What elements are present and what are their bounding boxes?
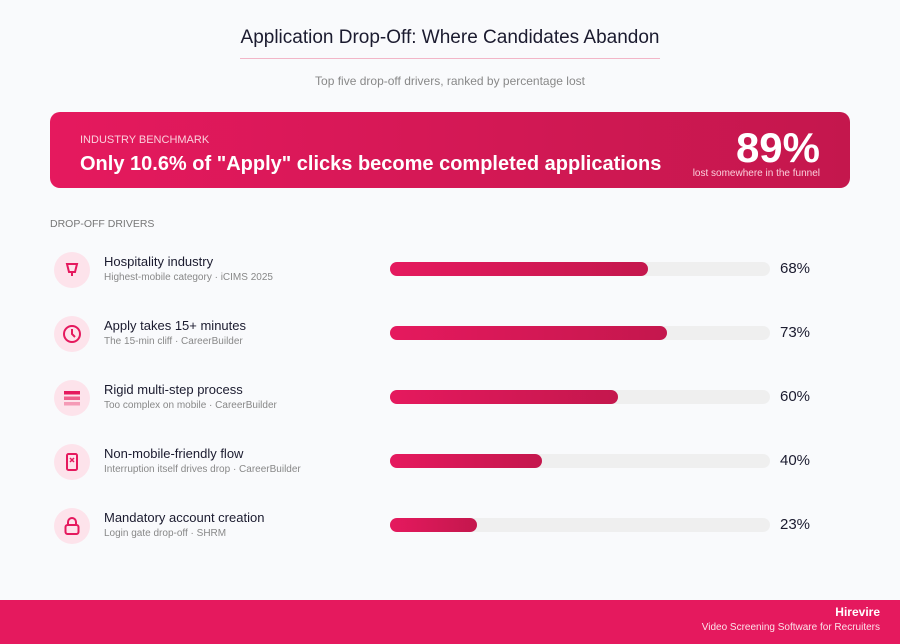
- section-label: DROP-OFF DRIVERS: [50, 218, 155, 230]
- driver-row: Non-mobile-friendly flow Interruption it…: [54, 444, 814, 484]
- page-title: Application Drop-Off: Where Candidates A…: [240, 27, 660, 48]
- lock-icon: [54, 508, 90, 544]
- page-subtitle: Top five drop-off drivers, ranked by per…: [315, 74, 585, 88]
- phone-x-icon: [54, 444, 90, 480]
- driver-source: Login gate drop-off · SHRM: [104, 528, 227, 539]
- bar-track: [390, 262, 770, 276]
- bar-fill: [390, 518, 478, 532]
- bar-track: [390, 390, 770, 404]
- clock-icon: [54, 316, 90, 352]
- bar-value-label: 23%: [780, 516, 811, 533]
- banner-stat: 89%: [735, 124, 820, 171]
- bar-fill: [390, 262, 649, 276]
- title-divider: [240, 58, 660, 59]
- driver-name: Non-mobile-friendly flow: [104, 446, 244, 461]
- bar-value-label: 60%: [780, 388, 811, 405]
- driver-name: Apply takes 15+ minutes: [104, 318, 246, 333]
- bar-value-label: 68%: [780, 260, 811, 277]
- driver-source: Highest-mobile category · iCIMS 2025: [104, 272, 273, 283]
- glass-icon: [54, 252, 90, 288]
- driver-name: Rigid multi-step process: [104, 382, 243, 397]
- driver-name: Mandatory account creation: [104, 510, 265, 525]
- bar-fill: [390, 390, 618, 404]
- bar-fill: [390, 326, 668, 340]
- bar-track: [390, 326, 770, 340]
- driver-source: Interruption itself drives drop · Career…: [104, 464, 301, 475]
- bar-value-label: 40%: [780, 452, 811, 469]
- brand-name: Hirevire: [835, 605, 880, 619]
- banner-label: INDUSTRY BENCHMARK: [80, 134, 210, 146]
- driver-row: Hospitality industry Highest-mobile cate…: [54, 252, 814, 292]
- brand-tagline: Video Screening Software for Recruiters: [701, 622, 880, 633]
- footer: Hirevire Video Screening Software for Re…: [0, 600, 900, 644]
- bar-track: [390, 454, 770, 468]
- bar-track: [390, 518, 770, 532]
- layers-icon: [54, 380, 90, 416]
- driver-row: Apply takes 15+ minutes The 15-min cliff…: [54, 316, 814, 356]
- bar-fill: [390, 454, 542, 468]
- driver-name: Hospitality industry: [104, 254, 214, 269]
- banner-stat-caption: lost somewhere in the funnel: [692, 168, 820, 179]
- bar-value-label: 73%: [780, 324, 811, 341]
- driver-source: The 15-min cliff · CareerBuilder: [104, 336, 243, 347]
- banner-text: Only 10.6% of "Apply" clicks become comp…: [80, 153, 662, 175]
- driver-row: Mandatory account creation Login gate dr…: [54, 508, 814, 548]
- benchmark-banner: INDUSTRY BENCHMARK Only 10.6% of "Apply"…: [50, 112, 850, 188]
- driver-row: Rigid multi-step process Too complex on …: [54, 380, 814, 420]
- driver-source: Too complex on mobile · CareerBuilder: [104, 400, 277, 411]
